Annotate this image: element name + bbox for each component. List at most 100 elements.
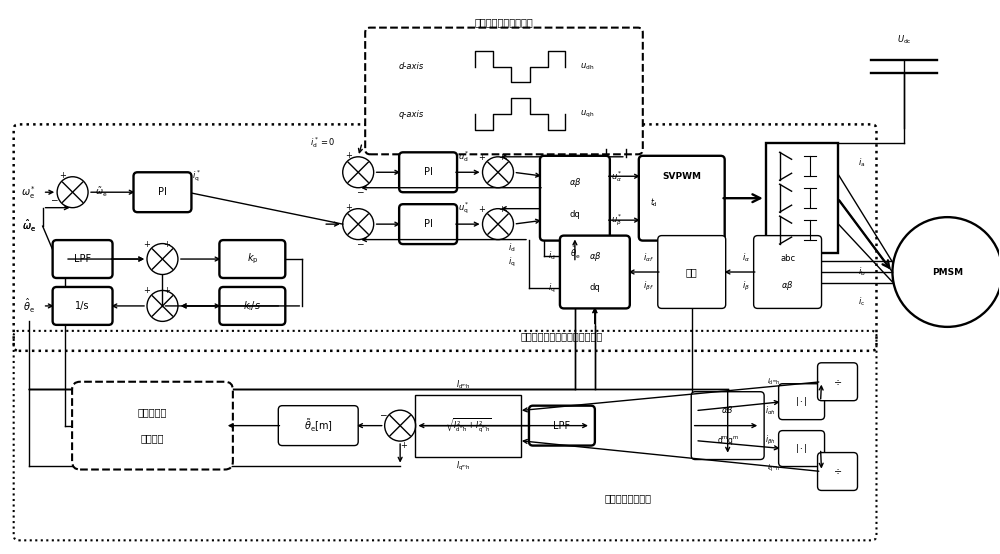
- Text: 双轴注入互感交叉耦合抑制方式: 双轴注入互感交叉耦合抑制方式: [521, 331, 603, 341]
- Text: +: +: [143, 239, 150, 249]
- Text: $i_{\rm q^m h}$: $i_{\rm q^m h}$: [767, 463, 780, 474]
- Text: PI: PI: [424, 167, 433, 177]
- Text: $\hat{\theta}_{\rm e}$: $\hat{\theta}_{\rm e}$: [23, 297, 35, 315]
- Text: 误差处理: 误差处理: [141, 434, 164, 444]
- Text: $\sqrt{I^2_{\rm d^m h}+I^2_{\rm q^m h}}$: $\sqrt{I^2_{\rm d^m h}+I^2_{\rm q^m h}}$: [445, 417, 492, 435]
- Text: $\alpha\beta$: $\alpha\beta$: [569, 176, 581, 189]
- Text: PMSM: PMSM: [932, 268, 963, 276]
- Text: +: +: [499, 153, 505, 162]
- Text: 1/s: 1/s: [75, 301, 90, 311]
- Text: $u_{\alpha}^*$: $u_{\alpha}^*$: [611, 169, 622, 184]
- Text: $U_{\rm dc}$: $U_{\rm dc}$: [897, 33, 912, 46]
- Text: +: +: [163, 239, 170, 249]
- Text: $\hat{\omega}_{\rm e}$: $\hat{\omega}_{\rm e}$: [22, 218, 36, 234]
- Text: $t_{\rm d}$: $t_{\rm d}$: [650, 197, 658, 209]
- Text: $-$: $-$: [50, 194, 59, 204]
- Text: $i_{\rm q}$: $i_{\rm q}$: [548, 281, 556, 295]
- FancyBboxPatch shape: [278, 406, 358, 445]
- Text: +: +: [499, 204, 505, 214]
- Text: $\rm d^m q^m$: $\rm d^m q^m$: [717, 434, 739, 447]
- Text: $i_{\rm d}$: $i_{\rm d}$: [548, 250, 556, 262]
- Text: $I_{\rm d^m h}$: $I_{\rm d^m h}$: [456, 378, 470, 391]
- FancyBboxPatch shape: [818, 363, 858, 401]
- Text: $\div$: $\div$: [833, 377, 842, 387]
- FancyBboxPatch shape: [219, 240, 285, 278]
- Text: $-$: $-$: [356, 239, 365, 248]
- Text: $k_{\rm p}$: $k_{\rm p}$: [247, 252, 258, 266]
- FancyBboxPatch shape: [134, 172, 191, 212]
- Text: $|\cdot|$: $|\cdot|$: [795, 442, 808, 455]
- Text: $-$: $-$: [356, 187, 365, 196]
- FancyBboxPatch shape: [540, 156, 610, 240]
- Text: LPF: LPF: [74, 254, 91, 264]
- Text: LPF: LPF: [553, 420, 570, 430]
- Text: $\alpha\beta$: $\alpha\beta$: [721, 404, 734, 417]
- Text: $-$: $-$: [379, 409, 387, 418]
- FancyBboxPatch shape: [529, 406, 595, 445]
- Text: $\hat{\theta}_{\rm e}$: $\hat{\theta}_{\rm e}$: [570, 244, 580, 260]
- Text: $i_{\alpha h}$: $i_{\alpha h}$: [765, 404, 776, 417]
- Text: PI: PI: [158, 187, 167, 197]
- Text: $\tilde{\theta}_{\rm e}$[m]: $\tilde{\theta}_{\rm e}$[m]: [304, 417, 333, 434]
- FancyBboxPatch shape: [415, 394, 521, 456]
- Text: dq: dq: [589, 284, 600, 293]
- Text: $\alpha\beta$: $\alpha\beta$: [589, 249, 601, 263]
- Text: $i_{\beta h}$: $i_{\beta h}$: [765, 434, 776, 447]
- FancyBboxPatch shape: [779, 384, 825, 419]
- Text: $i_{\beta f}$: $i_{\beta f}$: [643, 279, 654, 293]
- Text: $I_{\rm q^m h}$: $I_{\rm q^m h}$: [456, 460, 470, 473]
- Text: +: +: [143, 286, 150, 295]
- Text: $i_{\alpha f}$: $i_{\alpha f}$: [643, 252, 654, 264]
- FancyBboxPatch shape: [53, 240, 113, 278]
- Text: $u_{\rm q}^*$: $u_{\rm q}^*$: [458, 201, 470, 216]
- Text: $i_{\rm d^m h}$: $i_{\rm d^m h}$: [767, 377, 780, 387]
- Text: $i_{\rm b}$: $i_{\rm b}$: [858, 266, 865, 278]
- Text: $k_{\rm i}/s$: $k_{\rm i}/s$: [243, 299, 261, 313]
- Text: 转子位置误差提取: 转子位置误差提取: [604, 494, 651, 504]
- Text: 解耦: 解耦: [686, 267, 698, 277]
- Text: $u_{\rm d}^*$: $u_{\rm d}^*$: [458, 149, 470, 164]
- FancyBboxPatch shape: [365, 28, 643, 155]
- Text: $i_{\beta}$: $i_{\beta}$: [742, 279, 750, 293]
- FancyBboxPatch shape: [658, 235, 726, 309]
- FancyBboxPatch shape: [754, 235, 822, 309]
- FancyBboxPatch shape: [560, 235, 630, 309]
- FancyBboxPatch shape: [399, 204, 457, 244]
- Text: $\alpha\beta$: $\alpha\beta$: [781, 279, 794, 293]
- Text: +: +: [163, 286, 170, 295]
- Text: $i_{\rm q}^*$: $i_{\rm q}^*$: [192, 168, 201, 184]
- Text: $i_{\alpha}$: $i_{\alpha}$: [742, 252, 750, 264]
- Text: $i_{\rm a}$: $i_{\rm a}$: [858, 156, 865, 168]
- Text: +: +: [59, 171, 66, 179]
- Text: $+$: $+$: [400, 439, 408, 450]
- FancyBboxPatch shape: [766, 143, 838, 253]
- FancyBboxPatch shape: [639, 156, 725, 240]
- Text: $\hat{\omega}_{\rm e}$: $\hat{\omega}_{\rm e}$: [22, 218, 36, 234]
- Text: $i_{\rm c}$: $i_{\rm c}$: [858, 296, 865, 308]
- Text: dq: dq: [570, 209, 580, 219]
- Text: $i_{\rm d}^*=0$: $i_{\rm d}^*=0$: [310, 135, 336, 150]
- Text: 周期互补高频信号注入: 周期互补高频信号注入: [475, 18, 533, 28]
- Text: 离散化位置: 离散化位置: [138, 408, 167, 418]
- Text: PI: PI: [424, 219, 433, 229]
- FancyBboxPatch shape: [72, 382, 233, 470]
- FancyBboxPatch shape: [779, 430, 825, 466]
- Text: abc: abc: [780, 254, 795, 263]
- Text: $\div$: $\div$: [833, 466, 842, 476]
- Text: +: +: [479, 153, 485, 162]
- Text: $u_{\rm qh}$: $u_{\rm qh}$: [580, 109, 594, 120]
- Text: $i_{\rm q}$: $i_{\rm q}$: [508, 255, 516, 269]
- Text: $u_{\rm dh}$: $u_{\rm dh}$: [580, 61, 594, 72]
- Text: $\omega_{\rm e}^*$: $\omega_{\rm e}^*$: [21, 184, 36, 201]
- Text: +: +: [345, 203, 352, 212]
- Text: +: +: [479, 204, 485, 214]
- Text: d-axis: d-axis: [398, 62, 423, 71]
- Text: +: +: [345, 151, 352, 160]
- Text: SVPWM: SVPWM: [662, 172, 701, 181]
- FancyBboxPatch shape: [53, 287, 113, 325]
- Text: $|\cdot|$: $|\cdot|$: [795, 395, 808, 408]
- Text: $i_{\rm d}$: $i_{\rm d}$: [508, 242, 516, 254]
- FancyBboxPatch shape: [399, 152, 457, 192]
- FancyBboxPatch shape: [219, 287, 285, 325]
- Text: $u_{\beta}^*$: $u_{\beta}^*$: [611, 212, 622, 228]
